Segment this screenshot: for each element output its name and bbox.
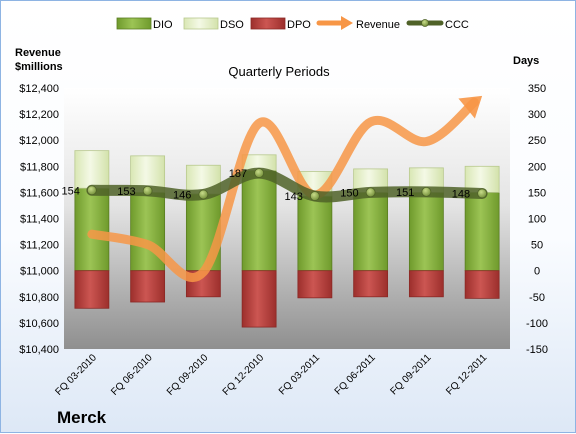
category-label: FQ 12-2011: [444, 352, 489, 397]
legend-label-dpo: DPO: [287, 19, 311, 31]
legend-arrow-revenue: [341, 16, 353, 30]
ccc-point: [365, 187, 376, 198]
legend-label-ccc: CCC: [445, 19, 469, 31]
legend-item-ccc: CCC: [406, 19, 469, 31]
right-tick-label: 200: [528, 161, 546, 173]
legend-label-revenue: Revenue: [356, 19, 400, 31]
left-tick-label: $11,000: [20, 266, 59, 278]
legend-swatch-dso: [183, 17, 219, 30]
bar-dpo: [408, 270, 444, 298]
right-axis-title: Days: [513, 55, 539, 67]
right-tick-label: 0: [534, 266, 540, 278]
left-axis-title-line2: $millions: [15, 61, 63, 73]
ccc-line: [86, 167, 488, 203]
ccc-data-label: 151: [396, 187, 414, 199]
left-tick-label: $12,200: [19, 109, 59, 121]
bar-dpo: [353, 270, 389, 298]
left-tick-label: $11,200: [20, 240, 59, 252]
left-tick-label: $10,600: [19, 318, 59, 330]
legend-swatch-dpo: [250, 17, 286, 30]
category-label: FQ 03-2010: [53, 352, 99, 398]
category-label: FQ 03-2011: [277, 352, 322, 397]
right-tick-label: 100: [528, 214, 546, 226]
bar-dpo: [74, 270, 110, 309]
bar-dpo: [241, 270, 277, 328]
right-tick-label: 50: [531, 240, 543, 252]
right-tick-label: -50: [529, 292, 545, 304]
bar-dso: [74, 150, 110, 189]
ccc-data-label: 146: [173, 189, 191, 201]
bar-dio: [130, 191, 166, 272]
left-axis: $10,400 $10,600 $10,800 $11,000 $11,200 $11,4…: [19, 83, 59, 356]
ccc-data-label: 154: [62, 185, 80, 197]
legend-item-dio: DIO: [116, 17, 173, 31]
category-label: FQ 06-2010: [109, 352, 155, 398]
ccc-data-label: 150: [340, 187, 358, 199]
legend-label-dio: DIO: [153, 19, 173, 31]
category-axis: FQ 03-2010 FQ 06-2010 FQ 09-2010 FQ 12-2010…: [53, 352, 489, 398]
ccc-point: [142, 185, 153, 196]
left-tick-label: $12,000: [19, 135, 59, 147]
legend-swatch-dio: [116, 17, 152, 30]
chart-title: Quarterly Periods: [228, 64, 330, 79]
legend: DIO DSO DPO Revenue CCC: [116, 16, 469, 31]
left-axis-title-line1: Revenue: [15, 47, 61, 59]
company-name: Merck: [57, 408, 107, 427]
right-tick-label: 250: [528, 135, 546, 147]
revenue-line: [87, 97, 479, 282]
ccc-data-label: 143: [285, 191, 303, 203]
legend-marker-ccc: [421, 19, 429, 27]
bar-dio: [74, 187, 110, 272]
left-tick-label: $11,800: [20, 161, 59, 173]
right-tick-label: 350: [528, 83, 546, 95]
ccc-point: [421, 186, 432, 197]
line-layer: 154 153 146 187 143 150 151 148: [62, 95, 488, 282]
bar-dpo: [464, 270, 500, 299]
ccc-data-label: 153: [117, 186, 135, 198]
ccc-data-label: 187: [229, 168, 247, 180]
revenue-arrowhead: [458, 95, 483, 119]
bar-dpo: [297, 270, 333, 299]
bar-dio: [353, 191, 389, 272]
ccc-point: [254, 168, 265, 178]
ccc-point: [86, 185, 97, 196]
ccc-point: [309, 191, 320, 201]
bar-layer: [74, 150, 500, 328]
bar-dio: [464, 191, 500, 272]
category-label: FQ 09-2011: [389, 352, 434, 397]
ccc-data-label: 148: [452, 188, 470, 200]
left-tick-label: $10,800: [19, 292, 59, 304]
left-tick-label: $12,400: [19, 83, 59, 95]
ccc-point: [198, 189, 209, 200]
right-tick-label: -150: [526, 344, 548, 356]
category-label: FQ 09-2010: [165, 352, 211, 398]
left-tick-label: $11,400: [20, 214, 59, 226]
right-tick-label: 150: [528, 187, 546, 199]
left-tick-label: $10,400: [19, 344, 59, 356]
bar-dpo: [130, 270, 166, 303]
left-tick-label: $11,600: [20, 187, 59, 199]
right-axis: -150 -100 -50 0 50 100 150 200 250 300 350: [526, 83, 548, 356]
category-label: FQ 12-2010: [221, 352, 267, 398]
legend-item-dso: DSO: [183, 17, 244, 31]
bar-dio: [241, 170, 277, 272]
legend-item-dpo: DPO: [250, 17, 311, 31]
ccc-point: [477, 188, 488, 199]
category-label: FQ 06-2011: [333, 352, 378, 397]
right-tick-label: 300: [528, 109, 546, 121]
legend-label-dso: DSO: [220, 19, 244, 31]
bar-dio: [408, 191, 444, 272]
right-tick-label: -100: [526, 318, 548, 330]
legend-item-revenue: Revenue: [316, 16, 400, 31]
bar-dio: [297, 195, 333, 272]
